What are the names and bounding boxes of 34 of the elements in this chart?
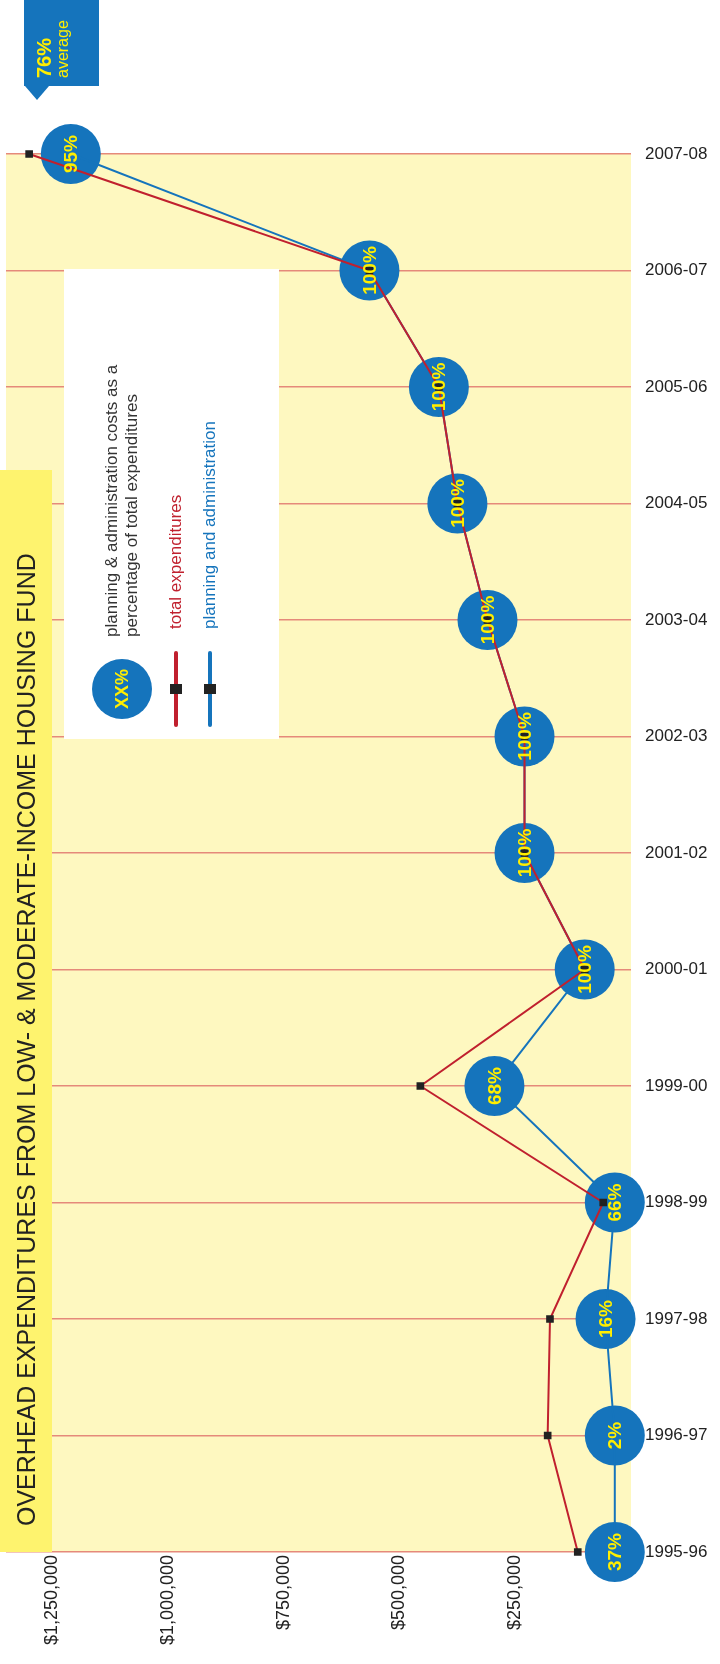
y-tick-label: 2005-06 xyxy=(645,376,708,396)
annotation: 100% xyxy=(428,362,450,412)
annotation: planning & administration costs as a percentage of total expenditures xyxy=(102,363,142,637)
y-tick-label: 2004-05 xyxy=(645,493,708,513)
annotation: 100% xyxy=(358,246,380,295)
x-tick-label: $750,000 xyxy=(272,1555,293,1631)
annotation: 68% xyxy=(483,1066,505,1106)
annotation: 100% xyxy=(513,828,535,878)
annotation: 95% xyxy=(60,134,82,174)
annotation: 66% xyxy=(604,1183,626,1222)
y-tick-label: 1999-00 xyxy=(645,1075,708,1095)
annotation: 16% xyxy=(594,1299,616,1339)
y-tick-label: 2007-08 xyxy=(645,143,708,163)
text: total expenditures xyxy=(166,494,186,629)
y-tick-label: 2000-01 xyxy=(645,959,708,979)
y-tick-label: 2001-02 xyxy=(645,842,708,862)
y-tick-label: 1997-98 xyxy=(645,1308,708,1328)
annotation: 100% xyxy=(446,479,468,528)
y-tick-label: 1998-99 xyxy=(645,1192,708,1212)
y-tick-label: 2006-07 xyxy=(645,260,708,280)
x-tick-label: $500,000 xyxy=(388,1555,409,1631)
annotation: 2% xyxy=(604,1421,626,1450)
x-tick-label: $250,000 xyxy=(504,1555,525,1631)
x-tick-label: $1,250,000 xyxy=(41,1555,62,1646)
y-tick-label: 2003-04 xyxy=(645,609,708,629)
annotation: 37% xyxy=(604,1532,626,1572)
x-tick-label: $1,000,000 xyxy=(157,1555,178,1646)
text: planning and administration xyxy=(200,421,220,629)
annotation: 100% xyxy=(573,945,595,994)
y-tick-label: 1996-97 xyxy=(645,1425,708,1445)
y-tick-label: 1995-96 xyxy=(645,1541,708,1561)
annotation: 100% xyxy=(476,595,498,645)
annotation: 100% xyxy=(513,712,535,761)
y-tick-label: 2002-03 xyxy=(645,726,708,746)
